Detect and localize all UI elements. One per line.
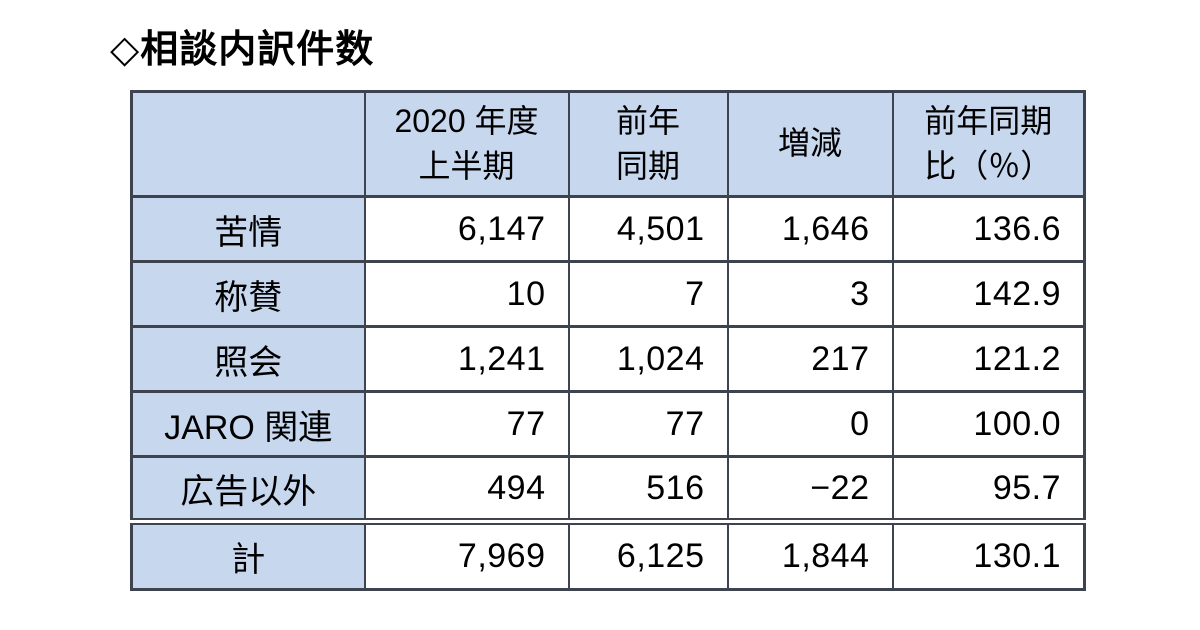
cell-value: 6,147 <box>363 195 570 263</box>
header-cell-2020-h1: 2020 年度 上半期 <box>363 90 570 198</box>
header-cell-yoy-ratio: 前年同期 比（％） <box>891 90 1086 198</box>
header-label: 前年 <box>615 102 680 139</box>
cell-value: 1,024 <box>567 325 729 393</box>
row-label: 苦情 <box>130 195 366 263</box>
cell-value: 3 <box>726 260 894 328</box>
header-label: 2020 年度 <box>394 102 539 139</box>
header-label: 増減 <box>777 125 842 162</box>
cell-value: 95.7 <box>891 455 1086 523</box>
header-label: 同期 <box>615 148 680 184</box>
cell-value: 7 <box>567 260 729 328</box>
page-title: ◇相談内訳件数 <box>110 29 375 71</box>
consultation-breakdown-table: 2020 年度 上半期 前年 同期 増減 前年同期 比（％） <box>130 90 1086 591</box>
header-label: 前年同期 <box>924 102 1053 139</box>
cell-value: 121.2 <box>891 325 1086 393</box>
header-cell-prev-year: 前年 同期 <box>567 90 729 198</box>
cell-value: 1,241 <box>363 325 570 393</box>
row-label: 照会 <box>130 325 366 393</box>
cell-value: 6,125 <box>567 518 729 591</box>
row-label-total: 計 <box>130 518 366 591</box>
cell-value: 1,646 <box>726 195 894 263</box>
cell-value: 0 <box>726 390 894 458</box>
row-label: 称賛 <box>130 260 366 328</box>
row-label: JARO 関連 <box>130 390 366 458</box>
cell-value: 142.9 <box>891 260 1086 328</box>
table-row-inquiries: 照会 1,241 1,024 217 121.2 <box>130 325 1086 393</box>
cell-value: 136.6 <box>891 195 1086 263</box>
table-row-non-advertising: 広告以外 494 516 −22 95.7 <box>130 455 1086 523</box>
cell-value: 77 <box>567 390 729 458</box>
header-cell-blank <box>130 90 366 198</box>
cell-value: 100.0 <box>891 390 1086 458</box>
table-row-praise: 称賛 10 7 3 142.9 <box>130 260 1086 328</box>
cell-value: 4,501 <box>567 195 729 263</box>
row-label: 広告以外 <box>130 455 366 523</box>
cell-value: 77 <box>363 390 570 458</box>
header-label: 比（％） <box>924 148 1053 184</box>
cell-value: 516 <box>567 455 729 523</box>
table-row-total: 計 7,969 6,125 1,844 130.1 <box>130 518 1086 591</box>
cell-value: 217 <box>726 325 894 393</box>
cell-value: 130.1 <box>891 518 1086 591</box>
cell-value: −22 <box>726 455 894 523</box>
table-row-jaro-related: JARO 関連 77 77 0 100.0 <box>130 390 1086 458</box>
cell-value: 10 <box>363 260 570 328</box>
header-cell-change: 増減 <box>726 90 894 198</box>
table-row-complaints: 苦情 6,147 4,501 1,646 136.6 <box>130 195 1086 263</box>
cell-value: 494 <box>363 455 570 523</box>
table-header-row: 2020 年度 上半期 前年 同期 増減 前年同期 比（％） <box>130 90 1086 198</box>
header-label: 上半期 <box>418 148 515 184</box>
cell-value: 1,844 <box>726 518 894 591</box>
cell-value: 7,969 <box>363 518 570 591</box>
